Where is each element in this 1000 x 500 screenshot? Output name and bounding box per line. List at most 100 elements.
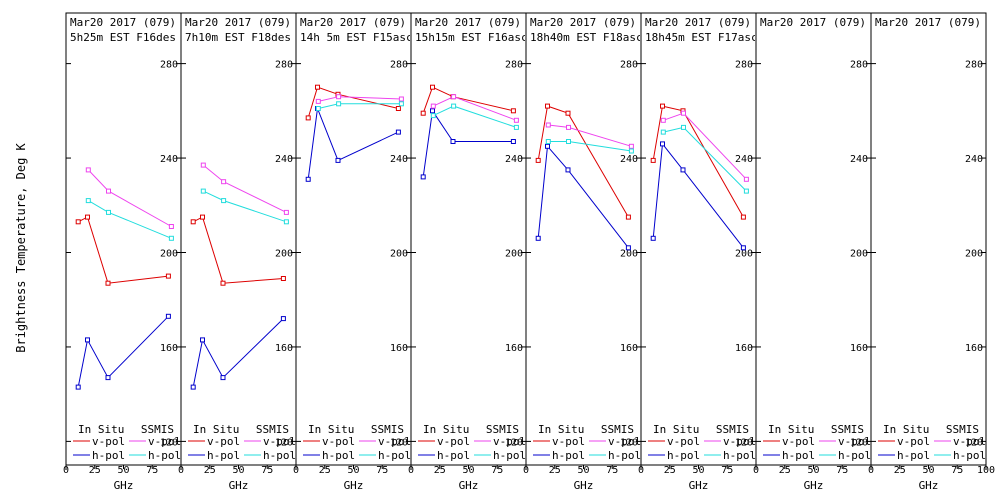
x-axis-label: GHz [919, 479, 939, 492]
data-point-insitu-h [420, 174, 426, 180]
y-tick-label: 160 [965, 343, 983, 354]
panel-frame [65, 12, 182, 466]
legend-ssmis-hpol-label: h-pol [608, 449, 641, 462]
data-point-insitu-h [545, 143, 550, 149]
panel-2: Mar20 2017 (079) 7h10m EST F18des 120 160 20… [178, 12, 297, 492]
data-point-insitu-v [535, 157, 541, 163]
legend-insitu-hpol-label: h-pol [897, 449, 930, 462]
panel-8: Mar20 2017 (079) 120 160 200 240 280 0 25 50 75 10… [868, 12, 995, 492]
series-line-insitu-v [537, 105, 629, 218]
data-point-insitu-v [420, 110, 426, 116]
data-point-insitu-h [450, 139, 456, 144]
y-tick-label: 280 [965, 60, 983, 71]
data-point-insitu-v [165, 273, 171, 279]
data-point-ssmis-v [681, 110, 686, 116]
series-line-insitu-v [652, 105, 744, 218]
data-point-insitu-v [430, 84, 435, 90]
legend-insitu-vpol-label: v-pol [897, 435, 930, 448]
x-tick-label: 50 [692, 465, 704, 476]
y-tick-label: 240 [735, 154, 753, 165]
y-tick-label: 160 [735, 343, 753, 354]
y-tick-label: 200 [390, 249, 408, 260]
data-point-ssmis-v [628, 143, 634, 149]
series-line-ssmis-h [663, 126, 747, 192]
data-point-ssmis-h [545, 139, 551, 144]
legend-ssmis-title: SSMIS [831, 423, 864, 436]
legend-in-situ-title: In Situ [78, 423, 124, 436]
panel-frame [295, 12, 412, 466]
data-point-ssmis-v [743, 176, 749, 182]
x-tick-label: 25 [89, 465, 101, 476]
y-tick-label: 120 [390, 437, 408, 448]
data-point-insitu-h [395, 129, 401, 135]
panel-6: Mar20 2017 (079) 18h45m EST F17asc 120 160 2… [638, 12, 757, 492]
legend-ssmis-title: SSMIS [716, 423, 749, 436]
x-tick-label: 25 [319, 465, 331, 476]
legend-insitu-hpol-label: h-pol [92, 449, 125, 462]
y-tick-label: 280 [505, 60, 523, 71]
data-point-insitu-h [200, 337, 205, 343]
legend-ssmis-title: SSMIS [256, 423, 289, 436]
data-point-ssmis-h [743, 188, 749, 194]
data-point-insitu-v [650, 157, 656, 163]
panel-1: Mar20 2017 (079) 5h25m EST F16des 120 160 20… [63, 12, 182, 492]
x-tick-label: 0 [178, 465, 184, 476]
x-axis-label: GHz [574, 479, 594, 492]
x-tick-label: 25 [664, 465, 676, 476]
legend-insitu-vpol-label: v-pol [322, 435, 355, 448]
legend-insitu-hpol-label: h-pol [667, 449, 700, 462]
x-tick-label: 75 [606, 465, 618, 476]
series-line-ssmis-v [548, 124, 632, 147]
data-point-insitu-v [220, 280, 226, 286]
y-tick-label: 280 [620, 60, 638, 71]
data-point-insitu-v [305, 115, 311, 121]
legend-ssmis-title: SSMIS [601, 423, 634, 436]
x-tick-label: 75 [261, 465, 273, 476]
legend-insitu-hpol-label: h-pol [552, 449, 585, 462]
legend-insitu-hpol-label: h-pol [437, 449, 470, 462]
y-tick-label: 200 [965, 249, 983, 260]
panel-title: Mar20 2017 (079) [300, 16, 406, 29]
x-tick-label: 50 [347, 465, 359, 476]
legend-ssmis-title: SSMIS [486, 423, 519, 436]
x-tick-label: 25 [894, 465, 906, 476]
data-point-insitu-v [315, 84, 320, 90]
x-tick-label: 25 [434, 465, 446, 476]
y-tick-label: 200 [275, 249, 293, 260]
x-tick-label: 0 [293, 465, 299, 476]
panel-subtitle: 15h15m EST F16asc [415, 31, 528, 44]
panel-title: Mar20 2017 (079) [70, 16, 176, 29]
series-line-ssmis-v [87, 169, 172, 227]
y-tick-label: 280 [735, 60, 753, 71]
data-point-ssmis-v [513, 117, 519, 123]
data-point-ssmis-h [660, 129, 666, 135]
data-point-ssmis-h [106, 209, 111, 215]
legend-insitu-vpol-label: v-pol [667, 435, 700, 448]
legend-ssmis-hpol-label: h-pol [263, 449, 296, 462]
series-line-insitu-h [192, 318, 284, 388]
x-tick-label: 75 [836, 465, 848, 476]
x-axis-label: GHz [344, 479, 364, 492]
data-point-ssmis-h [628, 148, 634, 154]
y-tick-label: 120 [620, 437, 638, 448]
data-point-ssmis-v [430, 103, 436, 109]
y-axis-label: Brightness Temperature, Deg K [14, 142, 28, 352]
y-tick-label: 240 [850, 154, 868, 165]
x-tick-label: 50 [117, 465, 129, 476]
legend-ssmis-vpol-label: v-pol [608, 435, 641, 448]
series-line-ssmis-h [433, 105, 517, 128]
x-tick-label: 25 [204, 465, 216, 476]
x-axis-label: GHz [229, 479, 249, 492]
data-point-insitu-h [220, 375, 226, 381]
x-tick-label: 0 [868, 465, 874, 476]
x-tick-label: 0 [63, 465, 69, 476]
panel-7: Mar20 2017 (079) 120 160 200 240 280 0 25 50 75 GH… [753, 12, 872, 492]
x-tick-label: 50 [922, 465, 934, 476]
panel-frame [525, 12, 642, 466]
y-tick-label: 200 [620, 249, 638, 260]
data-point-insitu-v [395, 106, 401, 111]
data-point-ssmis-v [315, 98, 321, 104]
data-point-ssmis-v [545, 122, 551, 128]
data-point-ssmis-h [430, 113, 436, 119]
legend-ssmis-hpol-label: h-pol [148, 449, 181, 462]
